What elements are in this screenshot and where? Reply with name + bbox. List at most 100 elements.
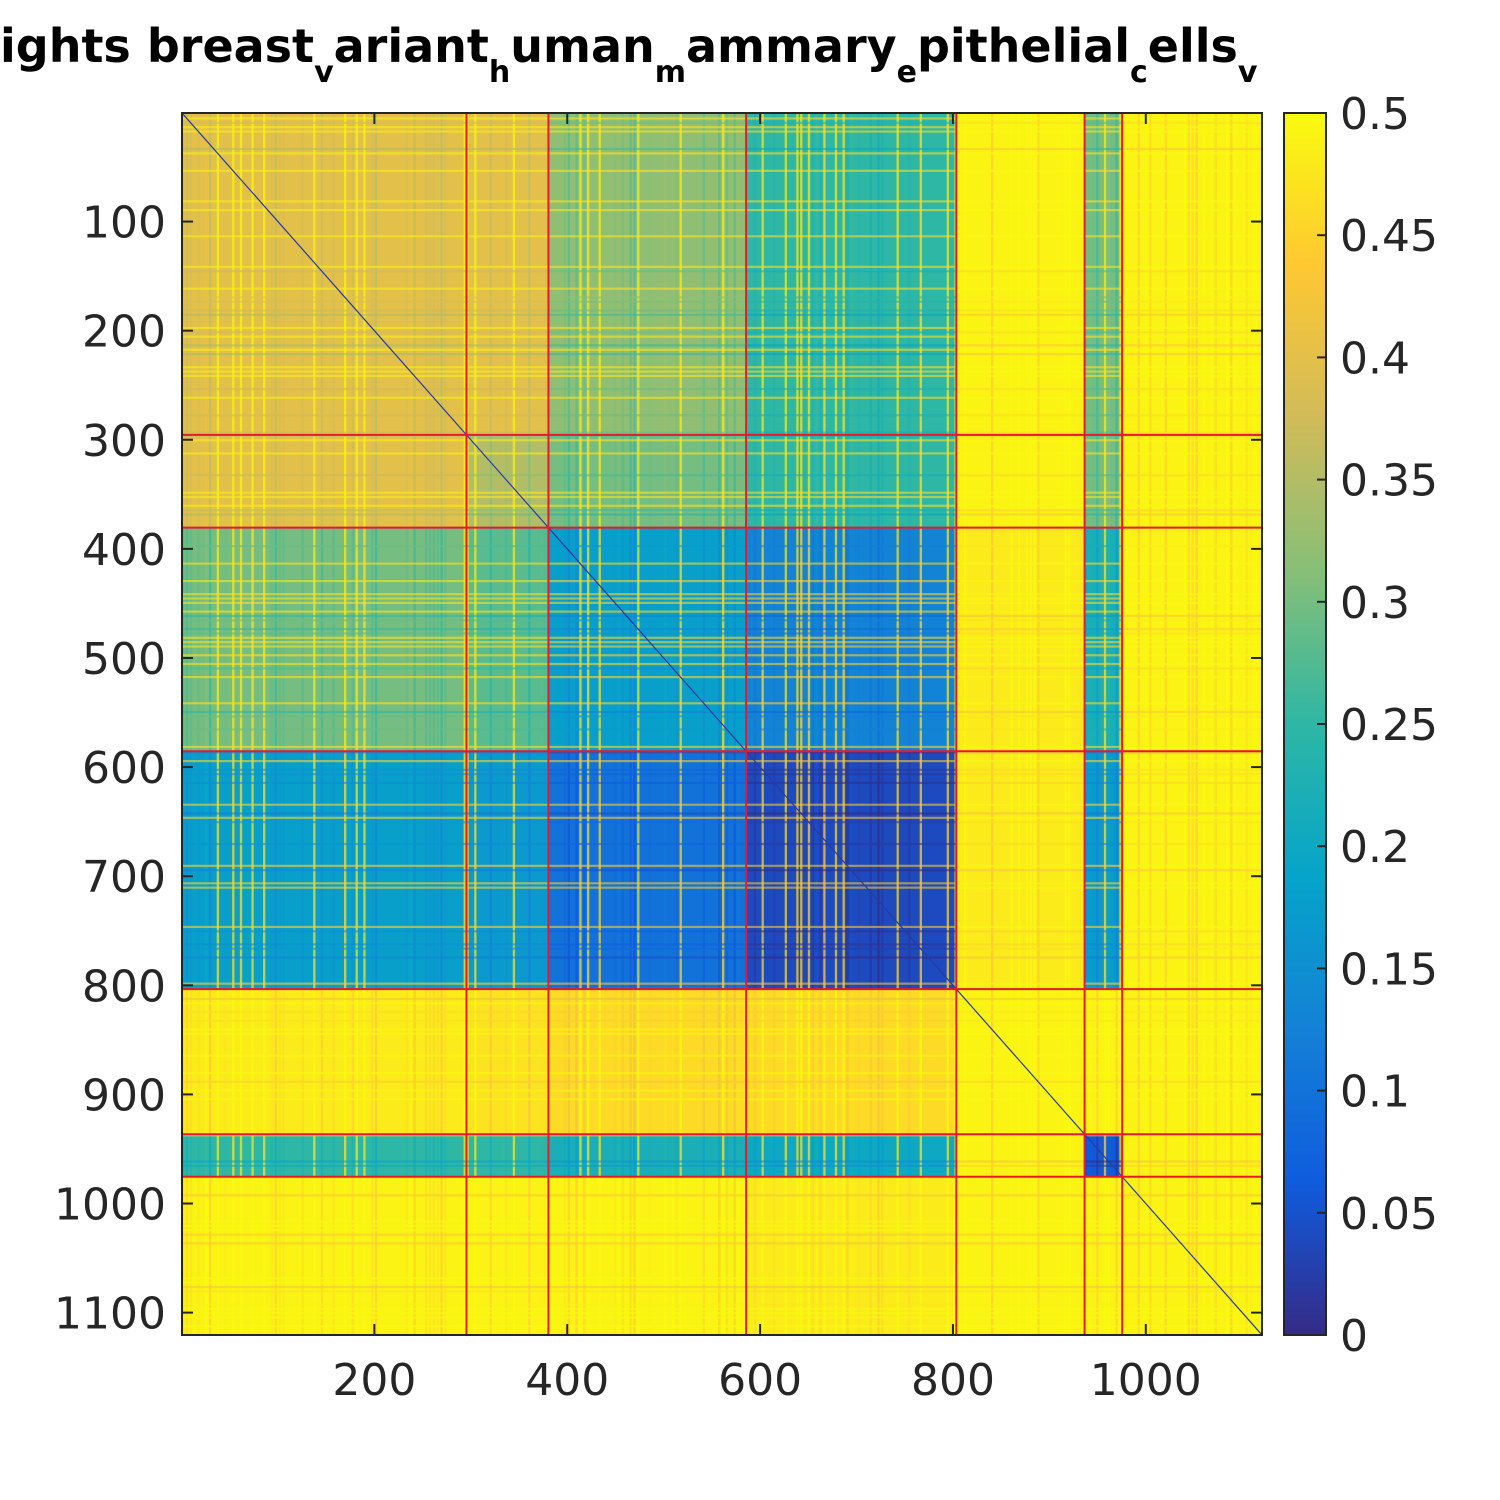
heatmap-column-stripe — [216, 434, 220, 528]
heatmap-column-stripe — [784, 1134, 787, 1177]
heatmap-row-stripe — [956, 265, 1085, 268]
heatmap-row-stripe — [466, 593, 549, 596]
heatmap-column-stripe — [846, 1134, 849, 1177]
heatmap-column-stripe — [320, 527, 324, 752]
heatmap-row-stripe — [182, 1307, 467, 1310]
colorbar-tick-label: 0.15 — [1340, 944, 1438, 995]
heatmap-row-stripe — [466, 126, 549, 129]
heatmap-row-stripe — [548, 296, 747, 299]
heatmap-row-stripe — [548, 434, 747, 438]
heatmap-column-stripe — [796, 1134, 799, 1177]
heatmap-row-stripe — [956, 886, 1085, 889]
heatmap-row-stripe — [182, 474, 467, 477]
heatmap-column-stripe — [567, 989, 571, 1135]
heatmap-row-stripe — [182, 1054, 467, 1057]
heatmap-column-stripe — [629, 1176, 632, 1335]
heatmap-row-stripe — [466, 803, 549, 806]
heatmap-column-stripe — [648, 113, 652, 435]
heatmap-row-stripe — [1084, 645, 1123, 648]
heatmap-column-stripe — [428, 527, 432, 752]
heatmap-column-stripe — [773, 1134, 776, 1177]
heatmap-column-stripe — [363, 1134, 366, 1177]
heatmap-column-stripe — [587, 1176, 590, 1335]
heatmap-column-stripe — [320, 989, 324, 1135]
heatmap-column-stripe — [737, 113, 740, 435]
heatmap-column-stripe — [466, 434, 469, 528]
heatmap-column-stripe — [209, 989, 212, 1135]
heatmap-column-stripe — [718, 113, 721, 435]
heatmap-column-stripe — [209, 434, 212, 528]
heatmap-row-stripe — [1122, 235, 1262, 238]
heatmap-column-stripe — [1115, 1176, 1118, 1335]
heatmap-row-stripe — [1122, 601, 1262, 604]
heatmap-row-stripe — [746, 886, 957, 889]
heatmap-row-stripe — [548, 593, 747, 596]
heatmap-row-stripe — [956, 396, 1085, 399]
heatmap-column-stripe — [598, 434, 601, 528]
y-tick-label: 800 — [82, 961, 166, 1012]
heatmap-row-stripe — [746, 1325, 957, 1328]
heatmap-column-stripe — [1115, 1134, 1118, 1177]
heatmap-column-stripe — [819, 1134, 822, 1177]
heatmap-row-stripe — [466, 335, 549, 338]
heatmap-row-stripe — [746, 1281, 957, 1284]
heatmap-row-stripe — [182, 1028, 467, 1031]
chart-title-part: v — [314, 55, 334, 90]
heatmap-row-stripe — [1122, 474, 1262, 477]
heatmap-block — [956, 527, 1085, 752]
heatmap-column-stripe — [413, 1134, 416, 1177]
heatmap-column-stripe — [773, 113, 776, 435]
heatmap-row-stripe — [746, 209, 957, 212]
heatmap-column-stripe — [1249, 434, 1252, 528]
heatmap-column-stripe — [320, 113, 324, 435]
heatmap-row-stripe — [1084, 842, 1123, 846]
heatmap-row-stripe — [548, 1290, 747, 1293]
heatmap-column-stripe — [807, 434, 811, 528]
heatmap-column-stripe — [746, 527, 749, 752]
heatmap-column-stripe — [1092, 1176, 1095, 1335]
heatmap-column-stripe — [881, 989, 884, 1135]
heatmap-column-stripe — [587, 113, 590, 435]
heatmap-column-stripe — [1122, 989, 1125, 1135]
heatmap-column-stripe — [425, 527, 428, 752]
heatmap-column-stripe — [846, 113, 849, 435]
heatmap-column-stripe — [1214, 1134, 1218, 1177]
heatmap-column-stripe — [1092, 527, 1095, 752]
heatmap-row-stripe — [548, 667, 747, 670]
heatmap-row-stripe — [746, 1164, 957, 1167]
heatmap-column-stripe — [232, 113, 235, 435]
heatmap-row-stripe — [548, 675, 747, 679]
heatmap-column-stripe — [811, 113, 814, 435]
heatmap-row-stripe — [956, 619, 1085, 622]
heatmap-row-stripe — [182, 1316, 467, 1319]
heatmap-column-stripe — [332, 1134, 335, 1177]
heatmap-column-stripe — [1249, 1176, 1252, 1335]
heatmap-column-stripe — [908, 989, 911, 1135]
heatmap-row-stripe — [182, 925, 467, 929]
heatmap-column-stripe — [598, 1176, 601, 1335]
heatmap-row-stripe — [746, 414, 957, 417]
heatmap-row-stripe — [746, 1019, 957, 1022]
heatmap-column-stripe — [425, 1134, 428, 1177]
heatmap-row-stripe — [182, 882, 467, 885]
heatmap-column-stripe — [436, 527, 439, 752]
heatmap-column-stripe — [413, 989, 416, 1135]
heatmap-column-stripe — [1079, 434, 1083, 528]
heatmap-column-stripe — [617, 989, 621, 1135]
heatmap-row-stripe — [1122, 597, 1262, 600]
heatmap-column-stripe — [1096, 1176, 1099, 1335]
heatmap-column-stripe — [1249, 1134, 1252, 1177]
heatmap-row-stripe — [466, 982, 549, 985]
heatmap-row-stripe — [1084, 452, 1123, 455]
heatmap-column-stripe — [567, 527, 571, 752]
heatmap-column-stripe — [583, 1134, 586, 1177]
heatmap-row-stripe — [1084, 1160, 1123, 1163]
heatmap-column-stripe — [552, 989, 555, 1135]
heatmap-column-stripe — [501, 434, 504, 528]
heatmap-row-stripe — [1084, 597, 1123, 600]
heatmap-row-stripe — [746, 1233, 957, 1236]
heatmap-row-stripe — [182, 1019, 467, 1022]
heatmap-column-stripe — [1033, 113, 1036, 435]
heatmap-column-stripe — [563, 989, 567, 1135]
colorbar-tick-label: 0.35 — [1340, 456, 1438, 507]
